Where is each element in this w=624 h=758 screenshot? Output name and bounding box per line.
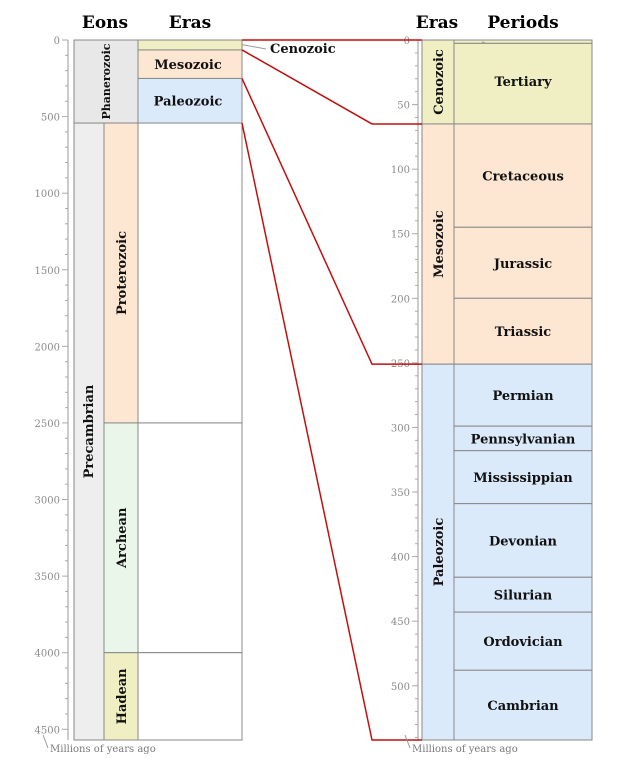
era-blank-archean xyxy=(137,422,243,654)
right-era-label-paleozoic: Paleozoic xyxy=(432,518,447,587)
right-axis-tick-label: 450 xyxy=(391,617,410,628)
period-quaternary xyxy=(453,39,593,44)
period-label-mississippian: Mississippian xyxy=(473,471,573,486)
subeon-hadean xyxy=(103,652,139,741)
left-era-label-mesozoic: Mesozoic xyxy=(154,58,222,73)
left-columns: Proterozoic Archean Hadean Phanerozoic Preca… xyxy=(73,39,336,741)
period-tertiary xyxy=(453,42,593,125)
period-label-cambrian: Cambrian xyxy=(487,699,559,714)
left-era-paleozoic xyxy=(137,77,243,124)
zoom-connectors xyxy=(241,39,422,741)
left-unit-pointer xyxy=(42,734,49,749)
subeon-proterozoic xyxy=(103,122,139,424)
right-axis-tick-label: 400 xyxy=(391,553,410,564)
period-label-permian: Permian xyxy=(492,389,554,404)
connector-mesozoic-end xyxy=(241,78,422,365)
period-mississippian xyxy=(453,450,593,505)
left-axis-tick-label: 3500 xyxy=(35,572,60,583)
period-silurian xyxy=(453,576,593,613)
period-label-tertiary: Tertiary xyxy=(494,75,552,90)
header-periods: Periods xyxy=(487,13,558,33)
eon-label-phanerozoic: Phanerozoic xyxy=(100,43,113,119)
subeon-label-proterozoic: Proterozoic xyxy=(115,231,130,315)
subeon-label-hadean: Hadean xyxy=(115,668,130,724)
period-label-ordovician: Ordovician xyxy=(483,635,563,650)
left-axis-tick-label: 2500 xyxy=(35,419,60,430)
period-label-devonian: Devonian xyxy=(489,534,558,549)
right-era-label-cenozoic: Cenozoic xyxy=(432,49,447,115)
right-axis-tick-label: 100 xyxy=(391,165,410,176)
right-era-paleozoic xyxy=(421,363,455,741)
connector-paleozoic-end xyxy=(241,122,422,741)
era-blank-hadean xyxy=(137,652,243,741)
left-axis-tick-label: 2000 xyxy=(35,342,60,353)
left-era-cenozoic xyxy=(137,39,243,51)
header-eons: Eons xyxy=(82,13,128,33)
period-label-cretaceous: Cretaceous xyxy=(482,170,564,185)
right-unit-pointer xyxy=(404,734,411,749)
left-era-label-cenozoic: Cenozoic xyxy=(270,42,336,57)
left-axis-tick-label: 4500 xyxy=(35,725,60,736)
right-axis-tick-label: 50 xyxy=(397,101,410,112)
era-blank-proterozoic xyxy=(137,122,243,424)
period-label-triassic: Triassic xyxy=(495,325,552,340)
right-unit-label: Millions of years ago xyxy=(412,744,518,755)
left-axis-tick-label: 4000 xyxy=(35,649,60,660)
period-pennsylvanian xyxy=(453,425,593,452)
left-axis-tick-label: 500 xyxy=(41,113,60,124)
eon-phanerozoic xyxy=(73,39,139,124)
period-cretaceous xyxy=(453,123,593,228)
period-label-silurian: Silurian xyxy=(494,589,553,604)
subeon-label-archean: Archean xyxy=(115,507,130,569)
right-axis-tick-label: 200 xyxy=(391,294,410,305)
right-columns: CenozoicMesozoicPaleozoicQuaternaryTerti… xyxy=(421,39,593,741)
period-jurassic xyxy=(453,226,593,299)
right-axis-tick-label: 500 xyxy=(391,682,410,693)
left-time-axis: 0 500 1000 1500 2000 2500 3000 3500 4000 4500 xyxy=(35,36,69,740)
cenozoic-callout-line xyxy=(241,44,267,50)
left-axis-tick-label: 3000 xyxy=(35,496,60,507)
right-axis-tick-label: 0 xyxy=(404,36,410,47)
period-label-pennsylvanian: Pennsylvanian xyxy=(471,432,576,447)
period-cambrian xyxy=(453,669,593,741)
header-eras-right: Eras xyxy=(416,13,459,33)
left-era-label-paleozoic: Paleozoic xyxy=(154,95,223,110)
right-axis-tick-label: 150 xyxy=(391,230,410,241)
left-axis-tick-label: 1500 xyxy=(35,266,60,277)
left-era-mesozoic xyxy=(137,49,243,79)
period-triassic xyxy=(453,297,593,365)
left-axis-tick-label: 0 xyxy=(54,36,60,47)
right-era-label-mesozoic: Mesozoic xyxy=(432,210,447,278)
left-unit-label: Millions of years ago xyxy=(50,744,156,755)
connector-cenozoic-end xyxy=(241,49,422,125)
left-axis-tick-label: 1000 xyxy=(35,189,60,200)
eon-label-precambrian: Precambrian xyxy=(82,384,97,478)
period-ordovician xyxy=(453,611,593,671)
period-devonian xyxy=(453,503,593,578)
right-axis-tick-label: 300 xyxy=(391,423,410,434)
header-eras-left: Eras xyxy=(169,13,212,33)
right-axis-tick-label: 350 xyxy=(391,488,410,499)
period-label-jurassic: Jurassic xyxy=(493,257,552,272)
